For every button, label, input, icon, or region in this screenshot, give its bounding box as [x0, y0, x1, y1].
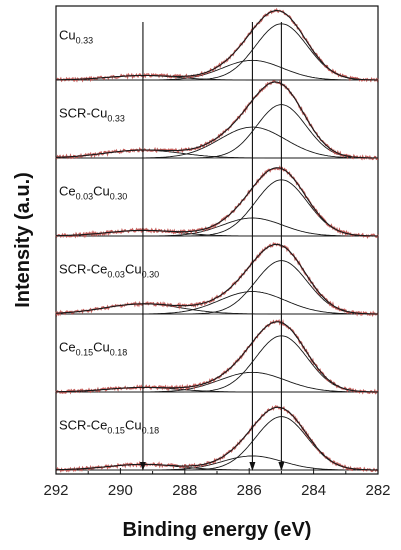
- fit-envelope-curve: [56, 10, 378, 81]
- x-tick-label: 284: [301, 482, 326, 499]
- series-group: [55, 80, 379, 161]
- curves-layer: [55, 7, 379, 473]
- fit-envelope-curve: [56, 321, 378, 393]
- x-tick-label: 292: [43, 482, 68, 499]
- experimental-curve: [55, 241, 379, 318]
- reference-lines-layer: [139, 22, 285, 471]
- reference-arrowhead: [139, 462, 146, 471]
- plot-frame: [55, 5, 379, 475]
- x-axis-title: Binding energy (eV): [123, 519, 312, 541]
- series-group: [55, 404, 379, 473]
- x-tick-label: 286: [237, 482, 262, 499]
- x-tick-label: 288: [172, 482, 197, 499]
- component-peak-curve: [56, 59, 378, 81]
- component-peak-curve: [56, 455, 378, 471]
- series-label: SCR-Ce0.15Cu0.18: [59, 417, 159, 435]
- x-axis-ticks: 292 290 288 286 284 282: [43, 468, 391, 499]
- fit-envelope-curve: [56, 406, 378, 471]
- series-label: SCR-Cu0.33: [59, 105, 125, 123]
- series-group: [55, 7, 379, 83]
- x-tick-label: 282: [365, 482, 390, 499]
- component-peak-curve: [56, 371, 378, 393]
- series-group: [55, 318, 379, 395]
- fit-envelope-curve: [55, 81, 379, 159]
- series-label: Ce0.15Cu0.18: [59, 339, 127, 357]
- series-group: [55, 241, 379, 318]
- fit-envelope-curve: [56, 243, 378, 315]
- fit-envelope-curve: [56, 167, 378, 237]
- reference-arrowhead: [249, 462, 256, 471]
- component-peak-curve: [56, 23, 378, 81]
- experimental-curve: [55, 404, 379, 473]
- y-axis-title: Intensity (a.u.): [12, 172, 34, 308]
- reference-arrowhead: [278, 462, 285, 471]
- series-label: SCR-Ce0.03Cu0.30: [59, 261, 159, 279]
- series-label: Cu0.33: [59, 27, 93, 45]
- series-label: Ce0.03Cu0.30: [59, 183, 127, 201]
- component-peak-curve: [56, 291, 378, 315]
- x-tick-label: 290: [108, 482, 133, 499]
- component-peak-curve: [56, 126, 378, 159]
- component-peak-curve: [56, 217, 378, 237]
- series-labels-layer: Cu0.33 SCR-Cu0.33 Ce0.03Cu0.30 SCR-Ce0.03Cu…: [59, 27, 159, 435]
- series-group: [55, 165, 379, 239]
